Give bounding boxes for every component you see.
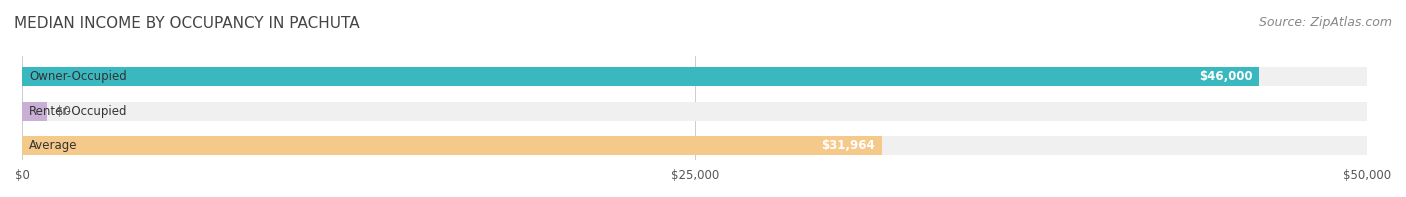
Text: Source: ZipAtlas.com: Source: ZipAtlas.com bbox=[1258, 16, 1392, 29]
Bar bbox=[22, 102, 1367, 121]
Bar bbox=[22, 67, 1367, 86]
Bar bbox=[22, 102, 46, 121]
Text: $46,000: $46,000 bbox=[1199, 70, 1253, 83]
Text: $0: $0 bbox=[56, 105, 70, 118]
Text: Owner-Occupied: Owner-Occupied bbox=[30, 70, 127, 83]
Text: Average: Average bbox=[30, 139, 77, 152]
Bar bbox=[22, 136, 1367, 155]
Bar bbox=[22, 67, 1260, 86]
Text: $31,964: $31,964 bbox=[821, 139, 875, 152]
Text: Renter-Occupied: Renter-Occupied bbox=[30, 105, 128, 118]
Text: MEDIAN INCOME BY OCCUPANCY IN PACHUTA: MEDIAN INCOME BY OCCUPANCY IN PACHUTA bbox=[14, 16, 360, 31]
Bar bbox=[22, 136, 882, 155]
